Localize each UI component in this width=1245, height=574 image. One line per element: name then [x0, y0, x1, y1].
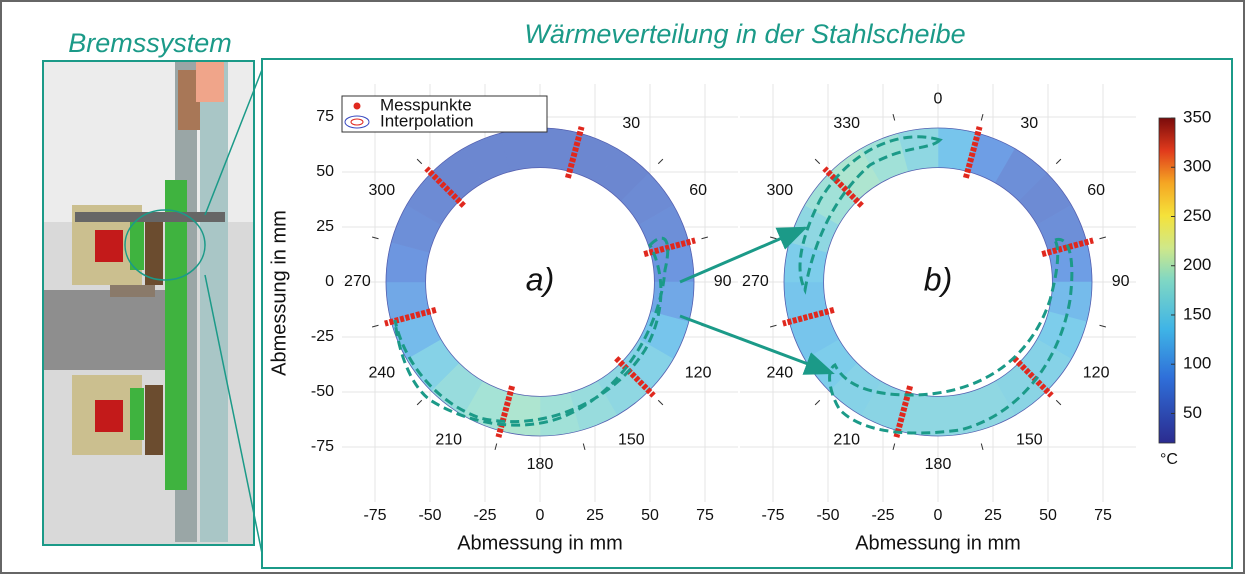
colorbar-tick-label: 150	[1183, 304, 1211, 323]
y-tick-label: -25	[311, 328, 334, 345]
right-title: Wärmeverteilung in der Stahlscheibe	[524, 19, 965, 49]
colorbar-tick-label: 250	[1183, 206, 1211, 225]
angle-label: 240	[767, 365, 794, 382]
angle-label: 60	[689, 182, 707, 199]
x-tick-label: -25	[473, 507, 496, 524]
angle-label: 210	[435, 431, 462, 448]
y-tick-label: 75	[316, 108, 334, 125]
x-tick-label: 75	[1094, 507, 1112, 524]
legend: Messpunkte Interpolation	[342, 95, 547, 132]
x-axis-label: Abmessung in mm	[457, 532, 623, 554]
x-tick-label: -50	[816, 507, 839, 524]
angle-label: 300	[369, 182, 396, 199]
y-tick-label: 25	[316, 218, 334, 235]
left-title: Bremssystem	[68, 28, 232, 58]
colorbar-tick-label: 300	[1183, 157, 1211, 176]
angle-label: 150	[1016, 431, 1043, 448]
x-tick-label: 50	[1039, 507, 1057, 524]
x-tick-label: -25	[871, 507, 894, 524]
angle-label: 120	[685, 365, 712, 382]
colorbar-label: °C	[1160, 451, 1178, 468]
legend-label: Interpolation	[380, 111, 474, 130]
angle-label: 180	[527, 456, 554, 473]
x-tick-label: 0	[934, 507, 943, 524]
colorbar-tick-label: 200	[1183, 255, 1211, 274]
figure: Bremssystem Wärmeverteilung in der Stahl…	[0, 0, 1245, 574]
colorbar-tick-label: 350	[1183, 107, 1211, 126]
legend-marker	[354, 103, 361, 110]
angle-label: 30	[1020, 115, 1038, 132]
angle-label: 300	[767, 182, 794, 199]
x-tick-label: -75	[761, 507, 784, 524]
angle-label: 330	[833, 115, 860, 132]
y-tick-label: 0	[325, 273, 334, 290]
x-tick-label: 25	[586, 507, 604, 524]
angle-label: 270	[742, 273, 769, 290]
x-tick-label: 25	[984, 507, 1002, 524]
x-tick-label: -50	[418, 507, 441, 524]
angle-label: 60	[1087, 182, 1105, 199]
y-axis-label: Abmessung in mm	[268, 210, 290, 376]
angle-label: 270	[344, 273, 371, 290]
x-tick-label: -75	[363, 507, 386, 524]
angle-label: 180	[925, 456, 952, 473]
x-tick-label: 75	[696, 507, 714, 524]
angle-label: 0	[934, 91, 943, 108]
brake-rendering	[43, 61, 265, 568]
angle-label: 210	[833, 431, 860, 448]
x-tick-label: 0	[536, 507, 545, 524]
colorbar-tick-label: 100	[1183, 354, 1211, 373]
y-tick-label: -75	[311, 438, 334, 455]
y-tick-label: -50	[311, 383, 334, 400]
angle-label: 120	[1083, 365, 1110, 382]
y-tick-label: 50	[316, 163, 334, 180]
angle-label: 240	[369, 365, 396, 382]
x-axis-label: Abmessung in mm	[855, 532, 1021, 554]
panel-label: a)	[526, 261, 554, 297]
angle-label: 150	[618, 431, 645, 448]
angle-label: 90	[1112, 273, 1130, 290]
angle-label: 90	[714, 273, 732, 290]
x-tick-label: 50	[641, 507, 659, 524]
angle-label: 30	[622, 115, 640, 132]
panel-label: b)	[924, 261, 952, 297]
colorbar-tick-label: 50	[1183, 403, 1202, 422]
